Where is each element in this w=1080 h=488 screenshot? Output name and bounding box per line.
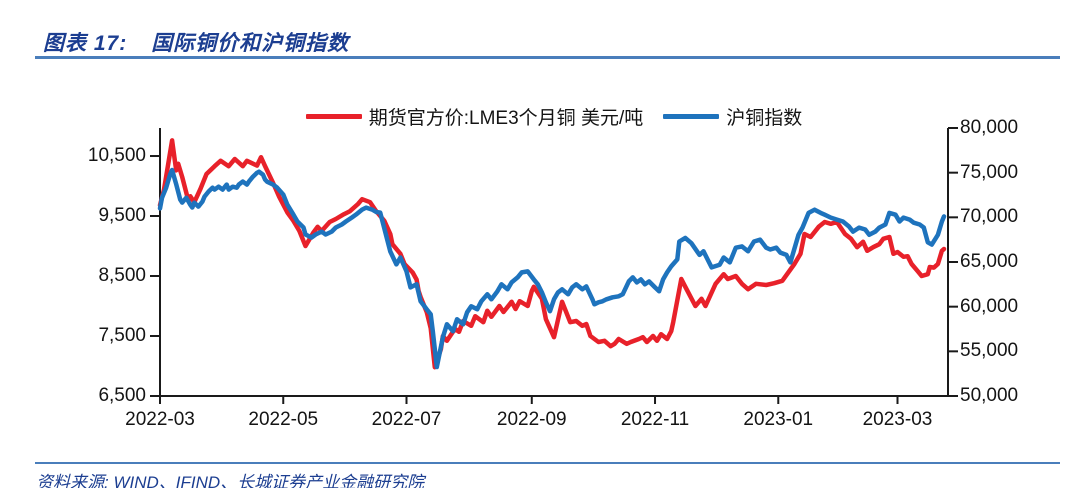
x-axis-tick-label: 2022-03 <box>125 409 195 430</box>
y-right-tick-label: 50,000 <box>960 385 1019 406</box>
x-axis-tick-label: 2022-09 <box>496 409 567 430</box>
y-right-tick-label: 75,000 <box>960 161 1019 183</box>
y-right-tick-label: 65,000 <box>960 251 1019 272</box>
y-left-tick-label: 10,500 <box>87 145 146 167</box>
y-right-tick-label: 55,000 <box>960 340 1019 362</box>
figure-title: 图表 17: 国际铜价和沪铜指数 <box>43 27 349 57</box>
x-axis-tick-label: 2023-03 <box>862 409 933 430</box>
source-divider-rule <box>35 462 1060 464</box>
axis-frame <box>159 128 949 397</box>
y-left-tick-label: 8,500 <box>98 265 146 286</box>
y-right-tick-label: 80,000 <box>960 117 1019 138</box>
y-left-tick-label: 9,500 <box>98 205 146 226</box>
lme-copper-legend-label: 期货官方价:LME3个月铜 美元/吨 <box>368 108 644 129</box>
y-right-tick-label: 70,000 <box>960 206 1019 228</box>
y-right-tick-label: 60,000 <box>960 295 1019 317</box>
shfe-index-line <box>157 167 947 370</box>
x-axis-tick-label: 2022-07 <box>371 409 442 430</box>
x-axis-tick-label: 2023-01 <box>743 409 814 430</box>
title-underline-rule <box>35 56 1060 59</box>
y-left-tick-label: 6,500 <box>98 385 146 406</box>
figure-label: 图表 17: <box>43 32 128 55</box>
chart-legend: 期货官方价:LME3个月铜 美元/吨 沪铜指数 <box>160 103 948 130</box>
lme-copper-line <box>157 138 947 370</box>
legend-item-shfe-index: 沪铜指数 <box>663 103 802 130</box>
x-axis-tick-label: 2022-11 <box>620 409 690 430</box>
x-axis-tick-label: 2022-05 <box>248 409 319 430</box>
shfe-index-legend-label: 沪铜指数 <box>726 108 803 129</box>
shfe-index-legend-swatch <box>663 114 720 119</box>
lme-copper-legend-swatch <box>305 114 362 119</box>
y-left-tick-label: 7,500 <box>98 325 146 346</box>
data-source-note: 资料来源: WIND、IFIND、长城证券产业金融研究院 <box>36 473 425 488</box>
figure-title-text: 国际铜价和沪铜指数 <box>151 32 350 55</box>
legend-item-lme-copper: 期货官方价:LME3个月铜 美元/吨 <box>305 103 644 130</box>
